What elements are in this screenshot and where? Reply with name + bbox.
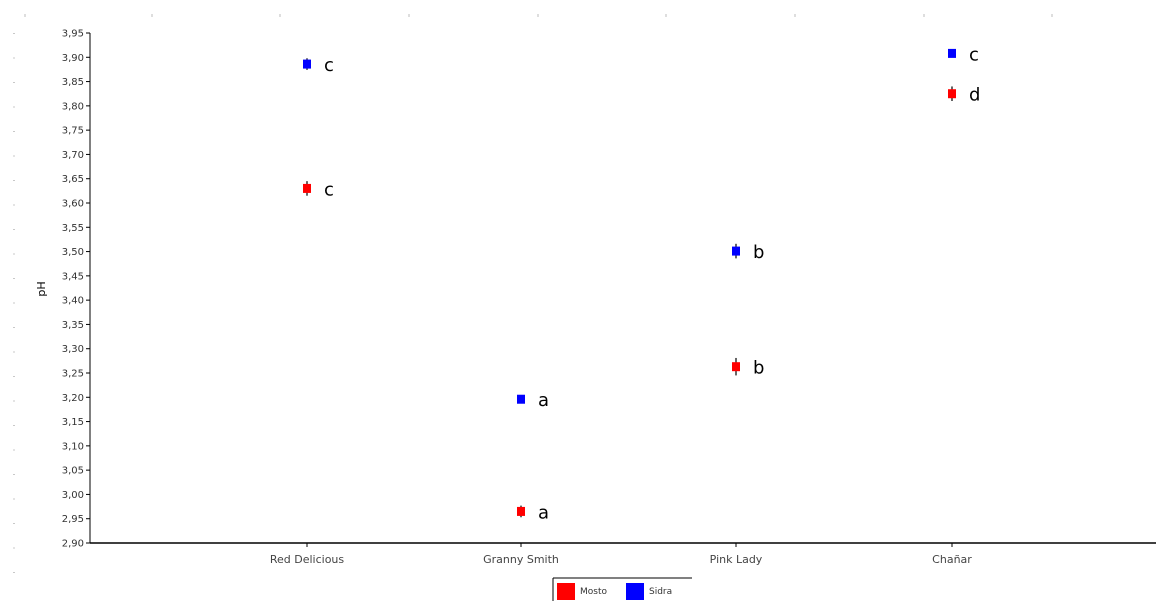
data-point bbox=[732, 362, 740, 372]
edge-dot bbox=[13, 180, 15, 181]
edge-dot bbox=[13, 376, 15, 377]
edge-dot bbox=[13, 400, 15, 402]
significance-label: c bbox=[324, 55, 334, 76]
y-tick-label: 3,90 bbox=[62, 53, 84, 64]
legend-label: Sidra bbox=[649, 587, 672, 597]
y-tick-label: 3,80 bbox=[62, 101, 84, 112]
data-point bbox=[517, 394, 525, 404]
edge-dot bbox=[13, 425, 15, 426]
significance-label: a bbox=[538, 502, 549, 523]
y-tick-label: 3,10 bbox=[62, 441, 84, 452]
edge-dot bbox=[13, 57, 15, 59]
significance-label: c bbox=[969, 44, 979, 65]
y-tick-label: 3,25 bbox=[62, 369, 84, 380]
significance-label: b bbox=[753, 358, 764, 379]
edge-dot bbox=[13, 229, 15, 230]
x-tick-label: Granny Smith bbox=[483, 553, 559, 566]
top-tick-marks bbox=[24, 14, 1053, 17]
y-tick-label: 3,05 bbox=[62, 466, 84, 477]
legend: Mosto Sidra bbox=[552, 577, 692, 601]
edge-dot bbox=[13, 131, 15, 132]
legend-swatch bbox=[557, 583, 575, 600]
y-axis: 2,90 2,95 3,00 3,05 3,10 3,15 3,20 3,25 3,30 3,35… bbox=[62, 29, 91, 550]
y-tick-label: 3,75 bbox=[62, 126, 84, 137]
y-tick-label: 2,90 bbox=[62, 539, 84, 550]
edge-dot bbox=[13, 572, 15, 573]
y-tick-label: 3,35 bbox=[62, 320, 84, 331]
edge-dot bbox=[13, 33, 15, 34]
data-point bbox=[303, 59, 311, 69]
data-point bbox=[303, 183, 311, 193]
significance-label: d bbox=[969, 85, 980, 106]
legend-label: Mosto bbox=[580, 587, 607, 597]
edge-dot bbox=[13, 278, 15, 279]
data-point bbox=[732, 246, 740, 256]
significance-label: a bbox=[538, 390, 549, 411]
edge-dot bbox=[13, 302, 15, 304]
y-tick-label: 3,15 bbox=[62, 417, 84, 428]
x-tick-label: Red Delicious bbox=[270, 553, 345, 566]
y-axis-title: pH bbox=[35, 281, 48, 296]
edge-dot bbox=[13, 82, 15, 83]
edge-dot bbox=[13, 106, 15, 108]
y-tick-label: 3,50 bbox=[62, 247, 84, 258]
edge-dot bbox=[13, 155, 15, 157]
y-tick-label: 3,00 bbox=[62, 490, 84, 501]
y-tick-label: 3,45 bbox=[62, 271, 84, 282]
y-tick-label: 3,65 bbox=[62, 174, 84, 185]
data-point bbox=[948, 89, 956, 99]
edge-dot bbox=[13, 523, 15, 524]
y-tick-label: 3,60 bbox=[62, 199, 84, 210]
edge-dot bbox=[13, 498, 15, 500]
y-tick-label: 3,70 bbox=[62, 150, 84, 161]
significance-label: c bbox=[324, 179, 334, 200]
y-tick-label: 3,20 bbox=[62, 393, 84, 404]
edge-dot bbox=[13, 253, 15, 255]
significance-label: b bbox=[753, 242, 764, 263]
data-point bbox=[948, 48, 956, 58]
left-edge-dots bbox=[13, 33, 15, 573]
y-tick-label: 2,95 bbox=[62, 514, 84, 525]
y-tick-label: 3,30 bbox=[62, 344, 84, 355]
edge-dot bbox=[13, 327, 15, 328]
y-tick-label: 3,55 bbox=[62, 223, 84, 234]
edge-dot bbox=[13, 547, 15, 549]
y-tick-label: 3,40 bbox=[62, 296, 84, 307]
legend-swatch bbox=[626, 583, 644, 600]
edge-dot bbox=[13, 474, 15, 475]
x-axis: Red Delicious Granny Smith Pink Lady Chañar bbox=[90, 542, 1156, 566]
y-tick-label: 3,85 bbox=[62, 77, 84, 88]
edge-dot bbox=[13, 204, 15, 206]
edge-dot bbox=[13, 449, 15, 451]
x-tick-label: Chañar bbox=[932, 553, 972, 566]
y-tick-label: 3,95 bbox=[62, 29, 84, 40]
x-tick-label: Pink Lady bbox=[710, 553, 763, 566]
data-point bbox=[517, 506, 525, 516]
edge-dot bbox=[13, 351, 15, 353]
